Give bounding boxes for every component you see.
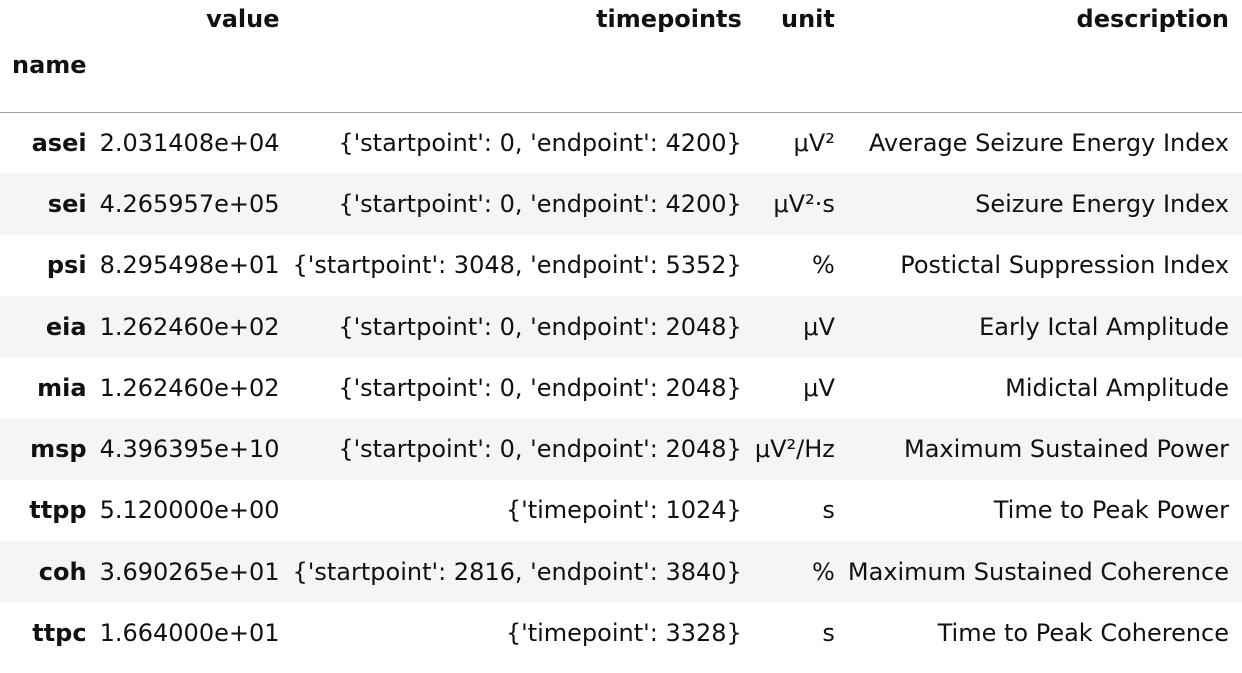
cell-description: Postictal Suppression Index [900, 251, 1230, 280]
cell-timepoints: {'timepoint': 3328} [505, 619, 742, 648]
row-index: psi [46, 251, 87, 280]
table-row: ttpc 1.664000e+01 {'timepoint': 3328} s … [0, 602, 1242, 663]
index-name-header: name [12, 51, 87, 79]
cell-value: 4.396395e+10 [99, 435, 280, 464]
cell-timepoints: {'startpoint': 0, 'endpoint': 2048} [338, 373, 742, 402]
column-header-row: value timepoints unit description [0, 0, 1242, 44]
cell-timepoints: {'startpoint': 0, 'endpoint': 2048} [338, 435, 742, 464]
cell-unit: % [812, 557, 835, 586]
cell-timepoints: {'startpoint': 2816, 'endpoint': 3840} [292, 557, 742, 586]
table-row: msp 4.396395e+10 {'startpoint': 0, 'endp… [0, 418, 1242, 480]
cell-value: 5.120000e+00 [99, 496, 280, 525]
cell-timepoints: {'startpoint': 3048, 'endpoint': 5352} [292, 251, 742, 280]
table-header: value timepoints unit description name [0, 0, 1242, 112]
table-row: sei 4.265957e+05 {'startpoint': 0, 'endp… [0, 173, 1242, 235]
cell-timepoints: {'timepoint': 1024} [505, 496, 742, 525]
table-row: asei 2.031408e+04 {'startpoint': 0, 'end… [0, 112, 1242, 173]
cell-value: 4.265957e+05 [99, 189, 280, 218]
cell-unit: s [822, 496, 835, 525]
cell-value: 1.664000e+01 [99, 619, 280, 648]
cell-unit: μV [803, 312, 835, 341]
row-index: eia [45, 312, 87, 341]
cell-description: Midictal Amplitude [1005, 373, 1230, 402]
table-row: ttpp 5.120000e+00 {'timepoint': 1024} s … [0, 480, 1242, 541]
row-index: coh [38, 557, 87, 586]
column-header-value: value [206, 5, 280, 33]
column-header-timepoints: timepoints [596, 5, 742, 33]
cell-timepoints: {'startpoint': 0, 'endpoint': 4200} [338, 128, 742, 157]
table-row: eia 1.262460e+02 {'startpoint': 0, 'endp… [0, 295, 1242, 358]
empty-header-cell [100, 44, 293, 112]
column-header-description: description [1076, 5, 1230, 33]
empty-header-cell [848, 44, 1242, 112]
index-name-row: name [0, 44, 1242, 112]
cell-value: 3.690265e+01 [99, 557, 280, 586]
cell-description: Average Seizure Energy Index [868, 128, 1230, 157]
row-index: ttpp [29, 496, 87, 525]
row-index: ttpc [32, 619, 87, 648]
cell-value: 2.031408e+04 [99, 128, 280, 157]
cell-timepoints: {'startpoint': 0, 'endpoint': 4200} [338, 189, 742, 218]
cell-unit: μV²/Hz [754, 435, 835, 464]
cell-value: 1.262460e+02 [99, 312, 280, 341]
table-row: mia 1.262460e+02 {'startpoint': 0, 'endp… [0, 357, 1242, 418]
empty-header-cell [755, 44, 848, 112]
table-row: coh 3.690265e+01 {'startpoint': 2816, 'e… [0, 541, 1242, 603]
cell-description: Seizure Energy Index [975, 189, 1230, 218]
column-header-unit: unit [780, 5, 835, 33]
cell-description: Time to Peak Power [993, 496, 1230, 525]
cell-value: 8.295498e+01 [99, 251, 280, 280]
blank-corner-cell [0, 0, 100, 44]
row-index: sei [47, 189, 87, 218]
table-body: asei 2.031408e+04 {'startpoint': 0, 'end… [0, 112, 1242, 664]
cell-unit: μV² [793, 128, 835, 157]
cell-description: Maximum Sustained Coherence [847, 557, 1230, 586]
cell-unit: μV [803, 373, 835, 402]
cell-description: Maximum Sustained Power [903, 435, 1230, 464]
row-index: asei [31, 128, 87, 157]
row-index: msp [30, 435, 87, 464]
cell-unit: s [822, 619, 835, 648]
cell-timepoints: {'startpoint': 0, 'endpoint': 2048} [338, 312, 742, 341]
cell-value: 1.262460e+02 [99, 373, 280, 402]
table-row: psi 8.295498e+01 {'startpoint': 3048, 'e… [0, 235, 1242, 296]
cell-description: Early Ictal Amplitude [979, 312, 1230, 341]
cell-description: Time to Peak Coherence [937, 619, 1230, 648]
cell-unit: % [812, 251, 835, 280]
row-index: mia [37, 373, 87, 402]
cell-unit: μV²·s [773, 189, 835, 218]
empty-header-cell [293, 44, 755, 112]
